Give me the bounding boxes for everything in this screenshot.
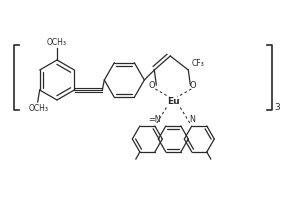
Text: OCH₃: OCH₃ [47,38,67,47]
Text: O: O [148,82,154,90]
Text: CF₃: CF₃ [191,60,204,68]
Text: O: O [189,82,196,90]
Text: OCH₃: OCH₃ [29,104,49,113]
Text: N: N [189,115,195,124]
Text: =N: =N [148,115,161,124]
Text: 3: 3 [274,103,280,112]
Text: Eu: Eu [167,97,180,106]
